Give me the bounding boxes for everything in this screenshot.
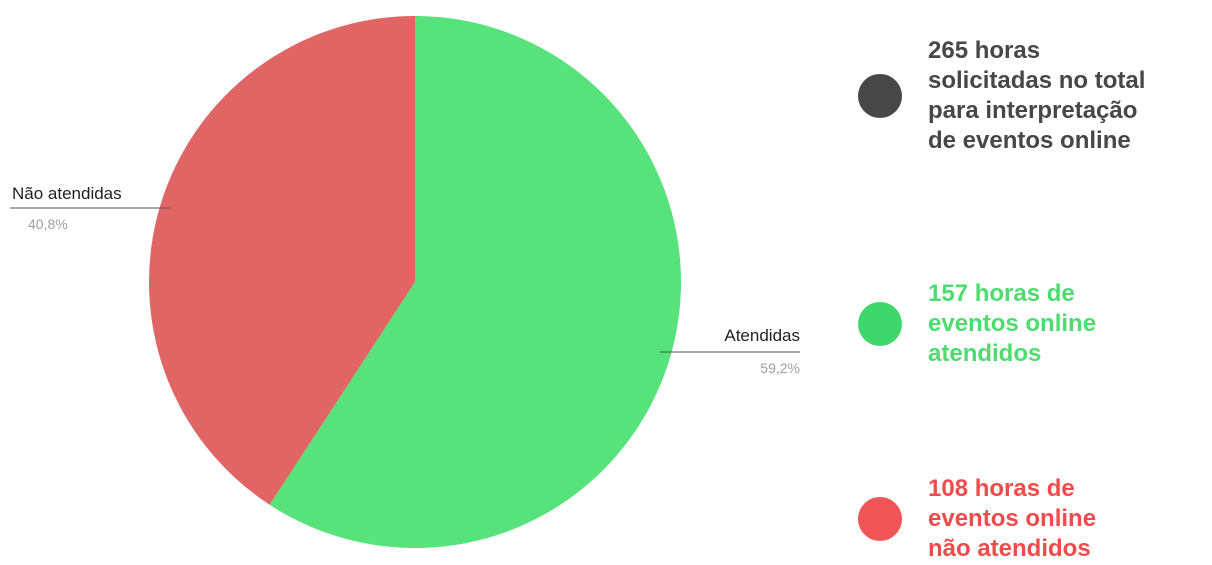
legend-item-atendidos: 157 horas de eventos online atendidos bbox=[858, 279, 1096, 369]
legend-item-nao-atendidos: 108 horas de eventos online não atendido… bbox=[858, 474, 1096, 564]
legend-dot-atendidos bbox=[858, 302, 902, 346]
slice-label-1: Não atendidas bbox=[12, 184, 122, 203]
slice-label-0: Atendidas bbox=[724, 326, 800, 345]
slice-percent-1: 40,8% bbox=[28, 216, 68, 232]
pie-chart: Atendidas 59,2% Não atendidas 40,8% bbox=[10, 16, 800, 548]
pie-slice-0 bbox=[269, 16, 681, 548]
slice-percent-0: 59,2% bbox=[760, 360, 800, 376]
legend-text-total: 265 horas solicitadas no total para inte… bbox=[928, 37, 1146, 154]
legend-item-total: 265 horas solicitadas no total para inte… bbox=[858, 36, 1145, 156]
legend-text-nao-atendidos: 108 horas de eventos online não atendido… bbox=[928, 475, 1097, 562]
legend-dot-nao-atendidos bbox=[858, 497, 902, 541]
pie-slice-1 bbox=[149, 16, 415, 505]
legend-dot-total bbox=[858, 74, 902, 118]
legend-text-atendidos: 157 horas de eventos online atendidos bbox=[928, 280, 1097, 367]
